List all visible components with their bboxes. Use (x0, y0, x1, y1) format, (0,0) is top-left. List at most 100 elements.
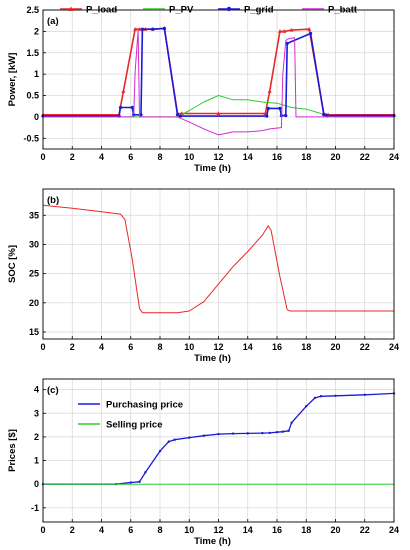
panel-1: 0 2 4 6 8 10 12 14 16 18 20 22 242.521.510.50-0.5(a)… (7, 5, 399, 175)
data-point (289, 27, 294, 32)
x-tick-label: 12 (213, 152, 223, 162)
legend-label: Selling price (106, 420, 163, 431)
data-point (278, 106, 282, 110)
plot-frame (42, 9, 395, 150)
data-point (268, 431, 271, 435)
x-tick-label: 20 (330, 342, 340, 352)
x-tick-label: 4 (99, 525, 104, 535)
data-point (178, 114, 183, 118)
x-tick-label: 16 (272, 342, 282, 352)
data-point (266, 106, 270, 110)
panel-label: (b) (47, 195, 59, 206)
data-point (267, 89, 272, 93)
data-point (287, 429, 290, 432)
x-tick-label: 6 (128, 525, 133, 535)
data-point (263, 111, 268, 116)
x-tick-label: 6 (128, 342, 133, 352)
x-tick-label: 10 (184, 152, 194, 162)
data-point (285, 41, 289, 45)
data-point (202, 434, 206, 437)
y-tick-label: 25 (29, 269, 39, 279)
data-point (140, 27, 145, 31)
y-tick-label: 0 (34, 479, 39, 489)
x-tick-label: 18 (301, 525, 311, 535)
data-point (139, 113, 143, 117)
legend-label: P_batt (328, 5, 358, 16)
x-tick-label: 14 (243, 525, 253, 535)
y-tick-label: -1 (31, 503, 39, 513)
x-tick-label: 8 (157, 152, 162, 162)
x-axis-label: Time (h) (194, 163, 231, 174)
panel-label: (a) (47, 16, 59, 27)
x-tick-label: 24 (389, 525, 399, 535)
x-tick-label: 20 (330, 152, 340, 162)
x-tick-label: 18 (301, 342, 311, 352)
x-axis-label: Time (h) (194, 353, 231, 364)
y-tick-label: 35 (29, 210, 39, 220)
data-point (281, 430, 285, 433)
x-tick-label: 18 (301, 152, 311, 162)
data-point (216, 111, 221, 116)
data-point (319, 395, 323, 398)
y-tick-label: 2 (34, 26, 39, 36)
data-point (158, 449, 162, 453)
data-point (275, 430, 279, 434)
x-tick-label: 14 (243, 152, 253, 162)
x-tick-label: 22 (360, 152, 370, 162)
y-axis-label: SOC [%] (7, 245, 18, 283)
y-tick-label: 20 (29, 298, 39, 308)
x-axis-label: Time (h) (194, 536, 231, 547)
x-tick-label: 16 (272, 525, 282, 535)
data-point (284, 114, 288, 118)
x-tick-label: 20 (330, 525, 340, 535)
x-tick-label: 0 (40, 525, 45, 535)
x-tick-label: 12 (213, 525, 223, 535)
data-point (173, 438, 176, 441)
y-axis-label: Power, [kW] (7, 53, 18, 107)
x-tick-label: 10 (184, 342, 194, 352)
legend-marker (226, 6, 232, 12)
data-point (265, 114, 269, 118)
data-point (231, 432, 235, 435)
data-point (118, 105, 123, 110)
x-tick-label: 22 (360, 342, 370, 352)
legend: P_load P_PV P_grid P_batt (60, 5, 358, 16)
x-tick-label: 4 (99, 342, 104, 352)
data-point (121, 89, 126, 93)
x-tick-label: 24 (389, 342, 399, 352)
data-point (290, 421, 293, 424)
y-tick-label: 2.5 (26, 5, 39, 15)
y-tick-label: 0.5 (26, 91, 39, 101)
y-tick-label: 3 (34, 408, 39, 418)
data-point (363, 393, 366, 397)
x-tick-label: 0 (40, 342, 45, 352)
x-tick-label: 6 (128, 152, 133, 162)
data-point (130, 105, 134, 110)
x-tick-label: 8 (157, 342, 162, 352)
y-tick-label: 0 (34, 112, 39, 122)
legend: Purchasing price Selling price (78, 400, 183, 431)
x-tick-label: 8 (157, 525, 162, 535)
x-tick-label: 2 (70, 152, 75, 162)
series-line-p-batt (43, 30, 394, 136)
y-tick-label: 1.5 (26, 48, 39, 58)
data-point (188, 436, 191, 439)
x-tick-label: 2 (70, 525, 75, 535)
legend-label: Purchasing price (106, 400, 183, 411)
x-tick-label: 4 (99, 152, 104, 162)
series-line-soc (42, 204, 394, 314)
series-line-p-pv (43, 95, 394, 118)
data-point (246, 432, 249, 435)
legend-label: P_PV (169, 5, 194, 16)
legend-label: P_grid (244, 5, 274, 16)
series-markers-purchasing-price (41, 392, 396, 486)
plot-frame (42, 188, 395, 340)
y-tick-label: 4 (34, 385, 39, 395)
data-point (277, 29, 282, 33)
data-point (309, 31, 313, 36)
x-tick-label: 14 (243, 342, 253, 352)
y-axis-label: Prices [$] (7, 429, 18, 472)
x-tick-label: 2 (70, 342, 75, 352)
series-markers-p-grid (41, 26, 396, 118)
